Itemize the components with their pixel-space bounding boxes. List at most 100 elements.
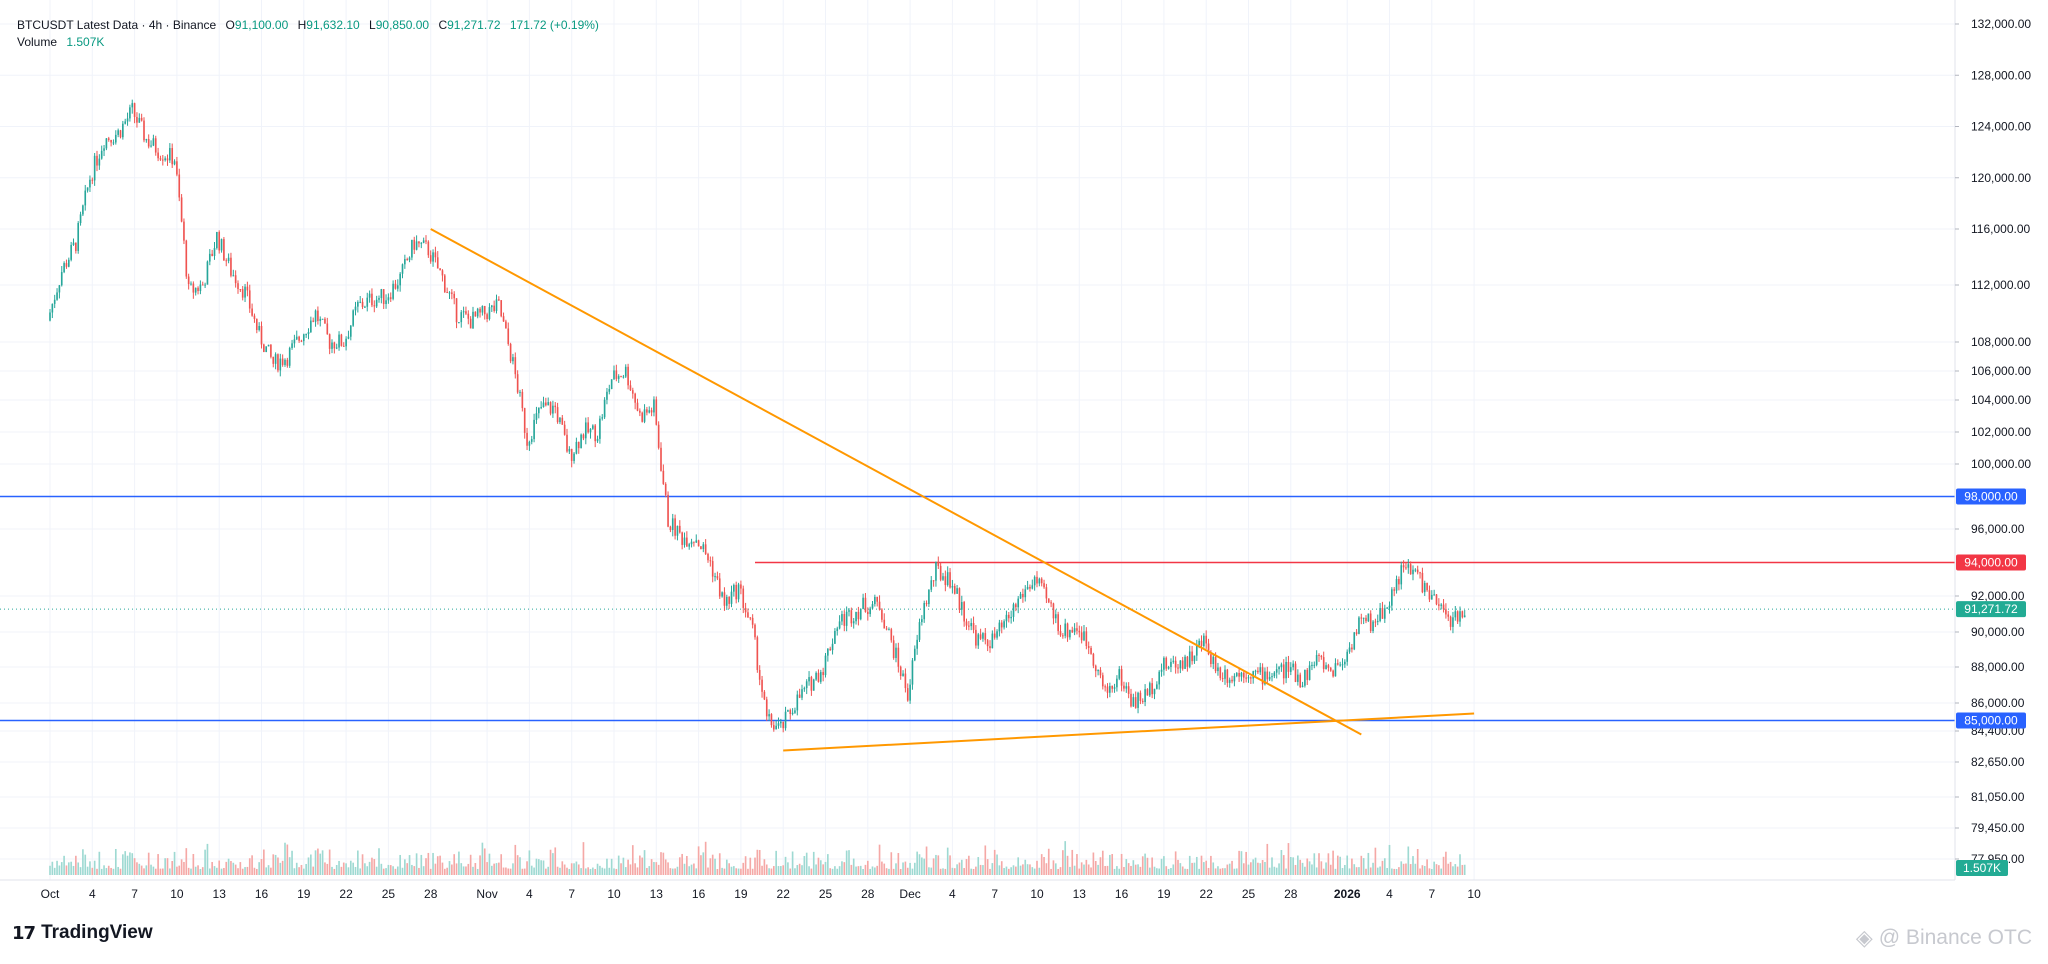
candle-body — [568, 448, 571, 452]
trendline-descending[interactable] — [430, 228, 1362, 736]
candle-body — [575, 441, 578, 454]
volume-bar — [1353, 864, 1356, 875]
candle-body — [75, 242, 77, 251]
candle-body — [747, 612, 749, 618]
candle-body — [822, 672, 824, 676]
volume-bar — [810, 868, 813, 875]
volume-bar — [1003, 867, 1005, 875]
volume-bar — [197, 865, 199, 875]
volume-bar — [1325, 862, 1327, 875]
time-axis[interactable]: Oct 4 7 10 13 16 19 22 25 28 Nov 4 7 10 13 16 19 22 25 28 De… — [0, 879, 1955, 901]
volume-bar — [1252, 859, 1255, 875]
candle-body — [627, 366, 629, 386]
volume-bar — [465, 866, 467, 875]
price-tick-label: 124,000.00 — [1971, 120, 2031, 134]
candle-body — [1287, 661, 1290, 672]
price-tick-label: 116,000.00 — [1971, 222, 2030, 236]
volume-bar — [1073, 865, 1076, 875]
candle-body — [298, 336, 300, 341]
volume-bar — [909, 862, 911, 875]
candle-body — [857, 611, 860, 620]
candle-body — [1151, 683, 1153, 695]
volume-bar — [979, 864, 982, 875]
candle-body — [1367, 613, 1370, 622]
candle-body — [1094, 665, 1097, 672]
volume-bar — [1369, 867, 1372, 875]
candle-body — [660, 447, 662, 471]
candle-body — [1336, 663, 1339, 665]
candle-body — [1348, 647, 1351, 652]
candle-body — [989, 646, 991, 649]
volume-bar — [373, 859, 376, 875]
candle-body — [904, 673, 907, 689]
candle-body — [1271, 676, 1273, 678]
price-axis[interactable]: 132,000.00 128,000.00 124,000.00 120,000.00… — [1954, 0, 2031, 880]
volume-bar — [646, 867, 648, 875]
time-tick-label: 10 — [1030, 887, 1044, 901]
symbol-title[interactable]: BTCUSDT Latest Data · 4h · Binance — [17, 18, 217, 32]
candle-body — [744, 607, 747, 613]
candle-body — [641, 412, 644, 422]
volume-bar — [340, 866, 343, 875]
volume-bar — [382, 868, 385, 875]
candle-body — [63, 263, 65, 273]
volume-bar — [763, 859, 766, 875]
tradingview-logo-icon: 17 — [12, 922, 36, 944]
volume-bar — [906, 867, 909, 875]
volume-bar — [812, 851, 815, 875]
candle-body — [798, 694, 801, 698]
volume-bar — [815, 864, 817, 875]
candle-body — [730, 591, 733, 604]
volume-bar — [486, 862, 488, 875]
volume-bar — [1052, 860, 1055, 875]
volume-bar — [1240, 851, 1243, 875]
volume-bar — [1405, 863, 1407, 875]
candle-body — [244, 286, 246, 298]
candle-body — [1275, 669, 1278, 673]
volume-bar — [540, 860, 542, 875]
candle-body — [716, 576, 719, 579]
volume-bar — [770, 868, 773, 875]
candle-body — [1242, 672, 1245, 678]
volume-bar — [1381, 860, 1384, 875]
candle-body — [413, 239, 416, 250]
candle-body — [824, 655, 827, 676]
candle-body — [693, 541, 695, 543]
candle-body — [302, 334, 305, 342]
candle-body — [150, 145, 152, 147]
volume-bar — [331, 866, 333, 875]
candle-body — [1080, 632, 1083, 641]
candle-body — [404, 259, 406, 265]
candle-body — [460, 312, 463, 323]
volume-bar — [1360, 855, 1363, 875]
candle-body — [326, 323, 329, 335]
candle-body — [220, 239, 223, 251]
candle-body — [678, 525, 681, 533]
candle-body — [1191, 651, 1193, 662]
volume-bar — [559, 867, 561, 875]
volume-bar — [357, 850, 359, 875]
candle-body — [714, 576, 716, 578]
candle-body — [1355, 632, 1358, 634]
candle-body — [194, 287, 197, 293]
candle-body — [643, 409, 646, 422]
volume-bar — [657, 864, 660, 875]
candle-body — [368, 293, 371, 298]
candle-body — [434, 252, 437, 258]
candle-body — [284, 359, 286, 365]
volume-bar — [145, 865, 148, 875]
time-tick-label: 28 — [1284, 887, 1298, 901]
candle-body — [67, 259, 70, 267]
time-tick-label: 22 — [777, 887, 791, 901]
volume-bar — [1146, 857, 1149, 875]
volume-bar — [408, 855, 411, 875]
candle-body — [1148, 683, 1151, 696]
candle-body — [859, 608, 862, 620]
candle-body — [1207, 643, 1210, 655]
volume-bar — [1423, 865, 1426, 875]
candle-body — [204, 284, 206, 286]
candle-body — [756, 637, 759, 670]
tradingview-brand[interactable]: 17 TradingView — [12, 922, 153, 944]
trendline-ascending[interactable] — [783, 712, 1475, 752]
